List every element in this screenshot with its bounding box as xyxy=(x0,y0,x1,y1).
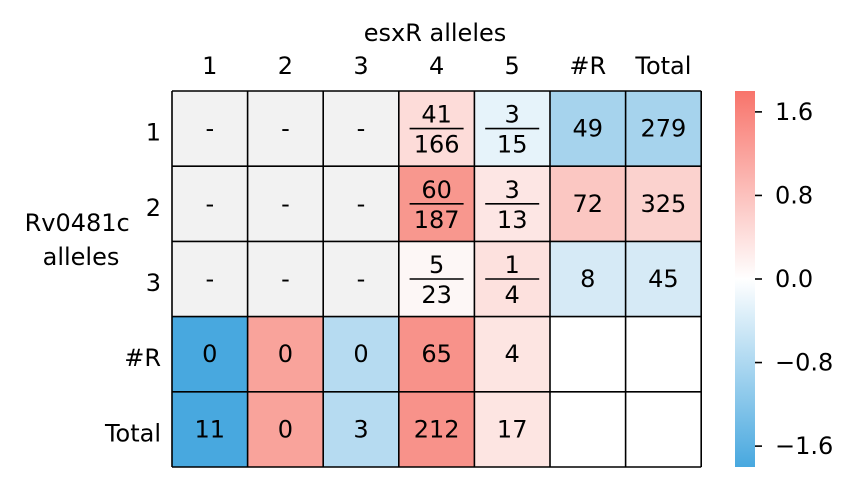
cell-value: - xyxy=(205,265,214,293)
cell-denominator: 187 xyxy=(414,206,460,234)
cell-value: 0 xyxy=(278,415,293,443)
cell-value: - xyxy=(357,265,366,293)
colorbar xyxy=(735,91,755,467)
colorbar-tick-label: 0.0 xyxy=(775,265,813,293)
row-label: Total xyxy=(104,419,161,447)
heatmap-cell xyxy=(625,91,702,167)
cell-value: 0 xyxy=(353,340,368,368)
cell-value: - xyxy=(281,115,290,143)
colorbar-tick-label: −0.8 xyxy=(775,349,833,377)
heatmap-cell xyxy=(247,241,324,317)
cell-value: 65 xyxy=(421,340,452,368)
cell-denominator: 13 xyxy=(497,206,528,234)
heatmap-cell xyxy=(625,316,702,392)
colorbar-tick-label: 1.6 xyxy=(775,98,813,126)
cell-numerator: 3 xyxy=(505,176,520,204)
cell-value: - xyxy=(281,190,290,218)
heatmap-cell xyxy=(550,166,626,242)
heatmap-grid xyxy=(171,90,703,468)
heatmap-cell xyxy=(550,241,626,317)
cell-value: 11 xyxy=(195,415,226,443)
heatmap-cell xyxy=(550,316,626,392)
column-label: 2 xyxy=(278,52,293,80)
cell-numerator: 5 xyxy=(429,251,444,279)
column-label: 1 xyxy=(202,52,217,80)
heatmap-cell xyxy=(550,91,626,167)
column-label: #R xyxy=(569,52,606,80)
heatmap-cell xyxy=(474,316,550,392)
column-label: 4 xyxy=(429,52,444,80)
cell-value: 325 xyxy=(640,190,686,218)
column-label: 5 xyxy=(505,52,520,80)
colorbar-tick-label: 0.8 xyxy=(775,181,813,209)
column-label: Total xyxy=(634,52,691,80)
cell-value: - xyxy=(205,190,214,218)
cell-denominator: 15 xyxy=(497,131,528,159)
cell-numerator: 41 xyxy=(421,101,452,129)
heatmap-cell xyxy=(247,91,324,167)
heatmap-cell xyxy=(550,391,626,467)
cell-value: 212 xyxy=(414,415,460,443)
heatmap-cell xyxy=(323,316,399,392)
cell-denominator: 23 xyxy=(421,281,452,309)
column-label: 3 xyxy=(353,52,368,80)
heatmap-cell xyxy=(474,391,550,467)
cell-value: - xyxy=(357,115,366,143)
heatmap-cell xyxy=(625,166,702,242)
cell-value: 3 xyxy=(353,415,368,443)
heatmap-cell xyxy=(172,241,248,317)
y-axis-label-line-2: alleles xyxy=(43,243,120,271)
heatmap-cell xyxy=(398,316,475,392)
heatmap-cell xyxy=(172,91,248,167)
cell-value: 17 xyxy=(497,415,528,443)
row-label: 1 xyxy=(146,119,161,147)
heatmap-cell xyxy=(247,316,324,392)
column-labels: 1 2 3 4 5 #R Total xyxy=(202,52,691,80)
heatmap-cell xyxy=(625,391,702,467)
heatmap-cell xyxy=(625,241,702,317)
heatmap-cell xyxy=(323,166,399,242)
cell-value: - xyxy=(281,265,290,293)
cell-value: 279 xyxy=(640,115,686,143)
cell-value: - xyxy=(205,115,214,143)
heatmap-cell xyxy=(172,316,248,392)
heatmap-cell xyxy=(323,391,399,467)
row-label: 2 xyxy=(146,194,161,222)
heatmap-cell xyxy=(247,166,324,242)
cell-value: 4 xyxy=(505,340,520,368)
cell-value: 45 xyxy=(648,265,679,293)
cell-denominator: 4 xyxy=(505,281,520,309)
heatmap-cell xyxy=(323,241,399,317)
cell-value: 8 xyxy=(580,265,595,293)
cell-value: 0 xyxy=(202,340,217,368)
cell-numerator: 3 xyxy=(505,101,520,129)
heatmap-cell xyxy=(398,391,475,467)
colorbar-tick-label: −1.6 xyxy=(775,432,833,460)
cell-numerator: 1 xyxy=(505,251,520,279)
row-label: #R xyxy=(124,344,161,372)
colorbar-ticks: 1.6 0.8 0.0 −0.8 −1.6 xyxy=(755,98,833,460)
heatmap-cell xyxy=(323,91,399,167)
heatmap-cell xyxy=(247,391,324,467)
cell-value: 72 xyxy=(573,190,604,218)
cell-value: - xyxy=(357,190,366,218)
heatmap-cell xyxy=(172,166,248,242)
cell-numerator: 60 xyxy=(421,176,452,204)
heatmap-cell xyxy=(172,391,248,467)
row-labels: 1 2 3 #R Total xyxy=(104,119,161,448)
cell-value: 0 xyxy=(278,340,293,368)
cell-denominator: 166 xyxy=(414,131,460,159)
y-axis-label-line-1: Rv0481c xyxy=(25,209,130,237)
chart-title: esxR alleles xyxy=(364,19,507,47)
cell-value: 49 xyxy=(573,115,604,143)
y-axis-label: Rv0481c alleles xyxy=(25,209,138,271)
row-label: 3 xyxy=(146,269,161,297)
